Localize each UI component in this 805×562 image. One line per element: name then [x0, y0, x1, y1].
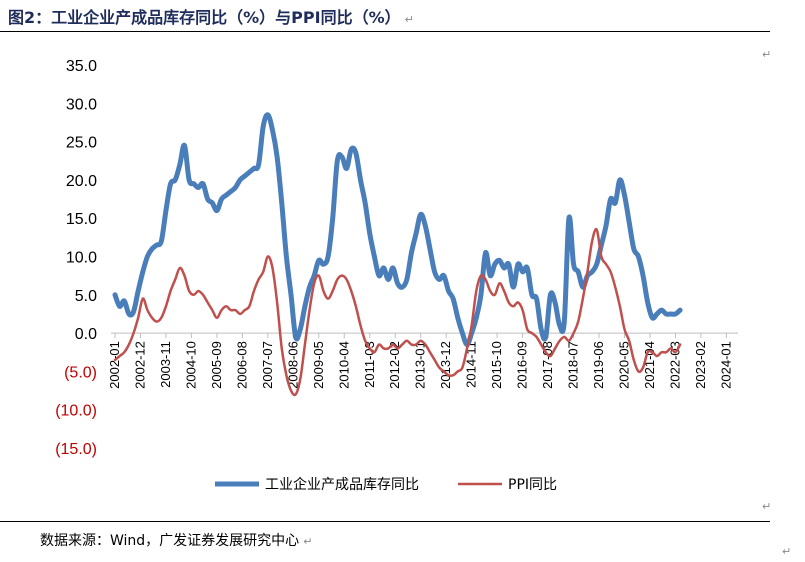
legend: 工业企业产成品库存同比 PPI同比	[215, 476, 557, 493]
ppi-yoy-line	[113, 227, 682, 397]
paragraph-mark-icon: ↵	[404, 13, 414, 26]
legend-label: PPI同比	[508, 477, 557, 493]
y-tick-label: 30.0	[66, 96, 97, 113]
y-tick-label: (10.0)	[55, 403, 97, 420]
paragraph-mark-icon: ↵	[762, 48, 772, 61]
y-tick-label: (5.0)	[64, 364, 97, 381]
title-divider	[0, 31, 770, 32]
x-tick-label: 2023-02	[693, 341, 708, 389]
x-tick-label: 2015-10	[489, 341, 504, 389]
paragraph-mark-icon: ↵	[303, 535, 313, 548]
x-tick-label: 2014-11	[464, 341, 479, 388]
y-tick-label: (15.0)	[55, 441, 97, 458]
x-tick-label: 2002-12	[132, 341, 147, 389]
figure-title: 图2：工业企业产成品库存同比（%）与PPI同比（%） ↵	[8, 4, 414, 28]
series-lines	[112, 112, 683, 397]
x-tick-label: 2013-01	[413, 341, 428, 389]
chart: 35.0 30.0 25.0 20.0 15.0 10.0 5.0 0.0 (5.0) (10.0…	[55, 58, 738, 493]
y-tick-label: 35.0	[66, 58, 97, 75]
y-axis: 35.0 30.0 25.0 20.0 15.0 10.0 5.0 0.0 (5.0) (10.0…	[55, 58, 97, 458]
x-tick-label: 2004-10	[183, 341, 198, 389]
x-tick-label: 2018-07	[566, 341, 581, 389]
x-tick-label: 2003-11	[158, 341, 173, 388]
x-tick-label: 2002-01	[107, 341, 122, 389]
x-tick-label: 2006-08	[234, 341, 249, 389]
y-tick-label: 0.0	[75, 326, 97, 343]
x-tick-label: 2009-05	[311, 341, 326, 389]
x-axis: 2002-01 2002-12 2003-11 2004-10 2005-09 2006-…	[107, 333, 733, 389]
source-text: 数据来源：Wind，广发证券发展研究中心	[40, 533, 300, 549]
figure-title-text: 图2：工业企业产成品库存同比（%）与PPI同比（%）	[8, 8, 401, 27]
source-note: 数据来源：Wind，广发证券发展研究中心 ↵	[40, 530, 312, 550]
y-tick-label: 10.0	[66, 250, 97, 267]
paragraph-mark-icon: ↵	[782, 545, 792, 558]
x-tick-label: 2010-04	[336, 341, 351, 389]
x-tick-label: 2024-01	[718, 341, 733, 389]
x-tick-label: 2012-02	[387, 341, 402, 389]
x-tick-label: 2013-12	[438, 341, 453, 389]
x-tick-label: 2016-09	[515, 341, 530, 389]
x-tick-label: 2005-09	[209, 341, 224, 389]
paragraph-mark-icon: ↵	[762, 500, 772, 513]
x-tick-label: 2008-06	[285, 341, 300, 389]
x-tick-label: 2007-07	[260, 341, 275, 389]
x-tick-label: 2020-05	[617, 341, 632, 389]
y-tick-label: 25.0	[66, 135, 97, 152]
x-tick-label: 2019-06	[591, 341, 606, 389]
y-tick-label: 20.0	[66, 173, 97, 190]
x-tick-label: 2022-03	[667, 341, 682, 389]
legend-label: 工业企业产成品库存同比	[265, 476, 419, 493]
source-divider	[0, 521, 770, 522]
y-tick-label: 15.0	[66, 211, 97, 228]
y-tick-label: 5.0	[75, 288, 97, 305]
